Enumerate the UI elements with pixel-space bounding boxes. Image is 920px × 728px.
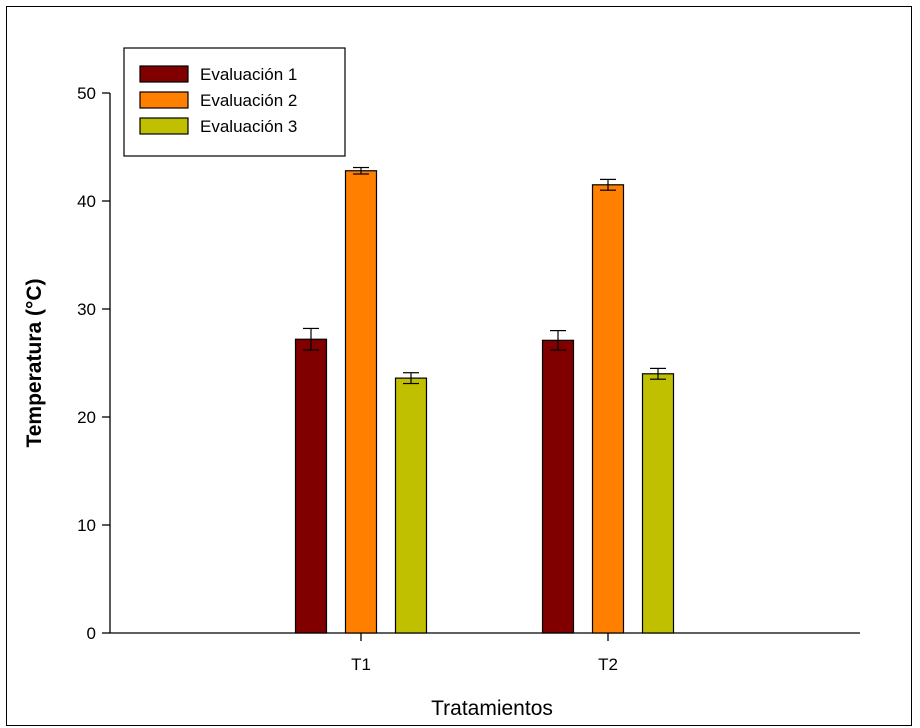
bar <box>394 377 428 634</box>
axes: 0 10 20 30 40 50 T1 T2 <box>77 84 860 674</box>
error-bar <box>353 166 369 175</box>
error-bar <box>650 367 666 380</box>
x-axis-title: Tratamientos <box>431 697 553 720</box>
bar <box>641 373 675 634</box>
legend-label: Evaluación 3 <box>200 117 297 136</box>
bar <box>591 184 625 634</box>
bars <box>294 166 675 634</box>
y-tick-label: 50 <box>77 84 96 103</box>
legend-label: Evaluación 1 <box>200 65 297 84</box>
y-tick-label: 0 <box>87 624 96 643</box>
y-axis-title: Temperatura (°C) <box>23 278 46 447</box>
legend-swatch <box>139 91 189 109</box>
legend-swatch <box>139 117 189 135</box>
y-tick-label: 40 <box>77 192 96 211</box>
bar <box>541 339 575 634</box>
y-tick-label: 10 <box>77 516 96 535</box>
error-bar <box>303 327 319 351</box>
y-tick-label: 20 <box>77 408 96 427</box>
legend-swatch <box>139 65 189 83</box>
bar <box>344 170 378 634</box>
legend-label: Evaluación 2 <box>200 91 297 110</box>
x-tick-label: T1 <box>351 655 371 674</box>
error-bar <box>403 372 419 385</box>
error-bar <box>600 178 616 191</box>
error-bar <box>550 330 566 351</box>
y-tick-label: 30 <box>77 300 96 319</box>
x-tick-label: T2 <box>598 655 618 674</box>
bar <box>294 338 328 634</box>
legend: Evaluación 1 Evaluación 2 Evaluación 3 <box>123 47 346 157</box>
